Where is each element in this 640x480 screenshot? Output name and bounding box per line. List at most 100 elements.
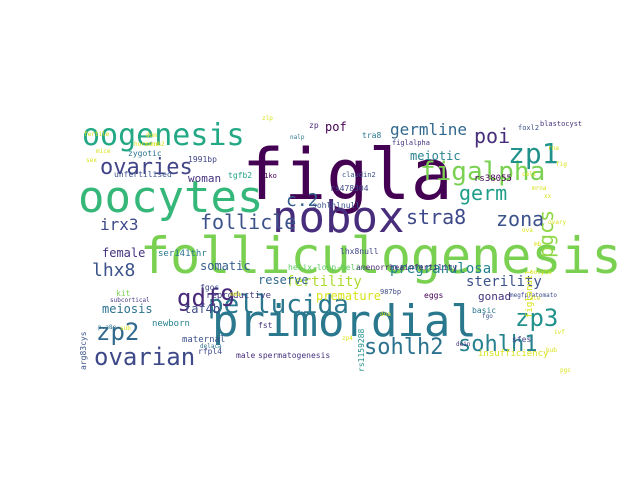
word-cloud-word: sex	[86, 157, 97, 164]
word-cloud-word: rs478304	[330, 184, 369, 193]
word-cloud-word: poi	[474, 124, 510, 148]
word-cloud-word: germ	[459, 181, 507, 205]
word-cloud-word: arg83cys	[79, 331, 88, 370]
word-cloud-word: ovarian	[94, 343, 195, 371]
word-cloud-word: tgfb2	[228, 171, 252, 180]
word-cloud-word: follicle	[200, 210, 296, 234]
word-cloud-word: tra8	[362, 131, 381, 140]
word-cloud-word: reproductive	[206, 291, 271, 301]
word-cloud-word: sohlhlnull	[312, 201, 360, 210]
word-cloud-word: ova	[522, 227, 533, 234]
word-cloud-word: meiotic	[410, 149, 461, 163]
word-cloud-word: fig	[556, 161, 567, 168]
word-cloud-word: ser141thr	[158, 249, 207, 259]
word-cloud-word: germline	[390, 120, 467, 139]
word-cloud-word: reserve	[258, 273, 309, 287]
word-cloud-word: zp4	[342, 335, 353, 342]
word-cloud-word: insufficiency	[478, 349, 549, 359]
word-cloud-word: meiosis	[102, 302, 153, 316]
word-cloud-word: zona	[496, 207, 544, 231]
word-cloud-word: ovary	[548, 219, 566, 226]
word-cloud-word: 1991bp	[188, 155, 217, 164]
word-cloud-word: zp1	[508, 137, 559, 170]
word-cloud-word: oogenesis	[82, 118, 245, 153]
word-cloud-word: ovaries	[100, 155, 193, 180]
word-cloud-word: gdf9	[177, 284, 235, 312]
word-cloud-word: kit	[116, 289, 131, 298]
word-cloud-word: pellucida	[208, 290, 349, 320]
word-cloud-word: delaca	[200, 343, 222, 350]
word-cloud-word: rnh2	[150, 141, 165, 148]
word-cloud-word: megfp/atomato	[510, 292, 557, 299]
word-cloud-word: foxl2	[518, 124, 539, 132]
word-cloud-word: sohlh1	[458, 332, 537, 357]
word-cloud-word: emb	[230, 291, 241, 298]
word-cloud-word: xx	[544, 193, 552, 200]
word-cloud-word: sfes	[512, 335, 531, 344]
word-cloud-word: hub	[546, 347, 557, 354]
word-cloud-word: mb	[534, 241, 542, 248]
word-cloud-word: mrna	[532, 185, 547, 192]
word-cloud-word: fertile	[84, 131, 110, 138]
word-cloud-word: gonad	[478, 290, 511, 303]
word-cloud-word: figla	[242, 134, 453, 216]
word-cloud-word: nalp	[290, 134, 305, 141]
word-cloud-word: dna	[380, 311, 391, 318]
word-cloud-word: rs1159288	[357, 328, 366, 372]
word-cloud-word: lhx8null	[340, 247, 379, 256]
word-cloud-word: rfpl4	[198, 347, 222, 356]
word-cloud-word: zp2	[96, 318, 139, 346]
word-cloud-word: woman	[188, 172, 221, 185]
word-cloud-word: subcortical	[110, 297, 150, 304]
word-cloud-word: pregranulosa	[390, 261, 491, 277]
word-cloud-word: rna	[548, 145, 559, 152]
word-cloud-word: 987bp	[380, 288, 401, 296]
word-cloud-word: zp3	[515, 304, 558, 332]
word-cloud-word: premature	[316, 289, 381, 303]
word-cloud-word: fgo	[482, 313, 493, 320]
word-cloud-word: stra8	[406, 205, 466, 229]
word-cloud-word: sub	[120, 325, 131, 332]
word-cloud-word: fgos	[200, 283, 219, 292]
word-cloud-word: j1ko	[260, 172, 277, 180]
word-cloud-word: fertility	[286, 274, 362, 290]
word-cloud-word: folliculogenesis	[140, 227, 622, 285]
word-cloud-word: zp	[309, 121, 319, 130]
word-cloud-word: figalpha	[420, 157, 545, 187]
word-cloud-word: maternal	[182, 335, 225, 345]
word-cloud-words: folliculogenesis figla primordial oocytes no…	[78, 115, 622, 374]
word-cloud-word: dom	[146, 132, 157, 139]
word-cloud-word: pof	[325, 120, 347, 134]
word-cloud-word: nobox	[272, 192, 404, 243]
word-cloud-word: rs38055	[474, 174, 512, 184]
word-cloud-word: zlp	[262, 115, 273, 122]
word-cloud-word: unfertilised	[114, 170, 172, 179]
word-cloud-word: basic	[472, 306, 496, 315]
word-cloud-word: somatic	[200, 259, 251, 273]
word-cloud-word: ivf	[554, 329, 565, 336]
word-cloud-word: mice	[96, 148, 111, 155]
word-cloud-word: pgcs	[534, 210, 558, 258]
word-cloud-word: helix-loop-helix	[288, 263, 365, 272]
word-cloud-word: c.2	[286, 190, 319, 211]
word-cloud-word: oocytes	[78, 172, 263, 223]
word-cloud-word: newborn	[152, 319, 190, 329]
word-cloud-word: fst	[258, 321, 273, 330]
word-cloud-word: claudin2	[342, 171, 376, 179]
word-cloud-word: figlalpha	[392, 139, 430, 147]
word-cloud-word: figlanull	[525, 269, 535, 318]
word-cloud-word: amenorrheainfertility	[356, 263, 457, 272]
word-cloud-word: spermatogenesis	[258, 351, 330, 360]
word-cloud-word: sohlh2	[364, 335, 443, 360]
word-cloud-word: taf4b	[184, 302, 220, 316]
word-cloud-word: primordial	[212, 296, 477, 347]
word-cloud-word: sterility	[466, 274, 542, 290]
word-cloud-word: dein	[456, 341, 471, 348]
word-cloud-word: oocyte	[530, 269, 552, 276]
word-cloud-word: zygotic	[128, 149, 162, 158]
word-cloud-word: blastocyst	[540, 120, 582, 128]
word-cloud-word: hormone	[134, 141, 160, 148]
word-cloud-word: p.a8e	[98, 324, 116, 331]
word-cloud-word: lhx8	[92, 260, 135, 281]
